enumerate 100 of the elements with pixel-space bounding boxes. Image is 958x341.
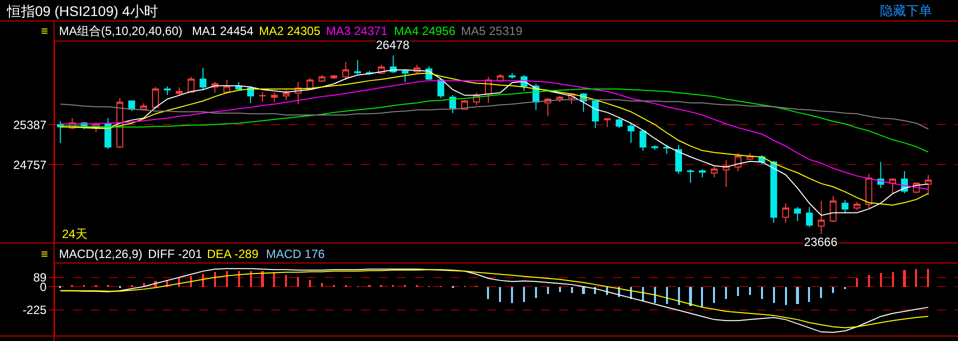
text: MA1 24454 [192,24,254,38]
candlestick [889,178,896,195]
text: MA4 24956 [394,24,456,38]
candlestick [770,160,778,224]
text: MA3 24371 [326,24,388,38]
text: 隐藏下单 [880,3,932,18]
bar [820,287,822,298]
candlestick [508,72,516,80]
candlestick [176,86,183,96]
bar [773,287,775,303]
candlestick [592,100,599,128]
candlestick [640,130,646,152]
bar [832,287,834,293]
candlestick [56,120,64,144]
candlestick [794,206,801,222]
bar [785,287,787,305]
candlestick [342,61,350,81]
candlestick [924,174,932,196]
candlestick [698,168,706,178]
bar [571,287,573,293]
candlestick [687,168,694,184]
candlestick [188,76,195,94]
candlestick [259,92,266,102]
bar [547,287,549,294]
bar [903,270,906,287]
y-tick-label: -225 [22,302,47,317]
candlestick [651,144,658,150]
bar [689,287,692,306]
annotation: 23666 [804,235,838,249]
candlestick [854,201,860,211]
bar [559,287,561,292]
candlestick [710,166,718,178]
bar [749,287,751,295]
candlestick [330,74,338,80]
candlestick [675,144,682,175]
text: MACD(12,26,9) [59,247,142,261]
candlestick [200,67,206,90]
candlestick [318,74,326,82]
line-series [60,88,929,153]
candlestick [842,200,848,214]
bar [582,287,585,294]
bar [701,287,703,307]
series-label: DIFF -201 [148,247,202,261]
bar [297,277,299,287]
bar [678,287,680,305]
text: MA5 25319 [461,24,523,38]
bar [499,287,501,302]
annotation: 24天 [62,227,88,241]
bar [808,287,810,302]
bar [261,271,264,287]
bar [880,273,882,287]
candlestick [830,195,837,222]
text: 恒指09 (HSI2109) 4小时 [6,3,158,19]
text: MA组合(5,10,20,40,60) [59,24,182,38]
y-tick-label: 24757 [13,158,47,172]
candlestick [140,102,147,112]
bar [214,272,216,287]
candlestick [877,161,884,189]
bar [927,269,929,287]
candlestick [616,118,623,128]
series-label: MACD 176 [266,247,326,261]
candlestick [628,122,634,144]
bar [868,275,870,287]
bar [892,272,894,287]
annotation: 26478 [376,38,410,52]
candlestick [282,89,290,101]
bar [511,287,513,303]
bar [190,276,192,287]
bar [285,275,287,287]
line-series [60,99,929,130]
bar [761,287,763,299]
bar [725,287,727,299]
bar [654,287,656,303]
bar [523,287,525,302]
candlestick [782,202,790,224]
bar [796,287,799,304]
candlestick [604,118,611,128]
bar [856,278,858,287]
bar [273,272,275,287]
bar [226,271,228,287]
candlestick [806,206,813,228]
bar [915,269,917,287]
bar [321,283,323,287]
bar [713,287,715,303]
candlestick [104,118,112,150]
bar [535,287,537,298]
candlestick [734,152,742,172]
text: ≡ [41,24,48,38]
text: ≡ [41,247,48,261]
bar [309,280,311,287]
bar [238,271,240,287]
bar [250,271,252,287]
bar [202,274,204,287]
bar [737,287,739,296]
candlestick [247,86,254,104]
candlestick [164,86,171,96]
bar [487,287,489,299]
candlestick [354,60,361,75]
candlestick [270,92,278,102]
candlestick [402,68,409,82]
